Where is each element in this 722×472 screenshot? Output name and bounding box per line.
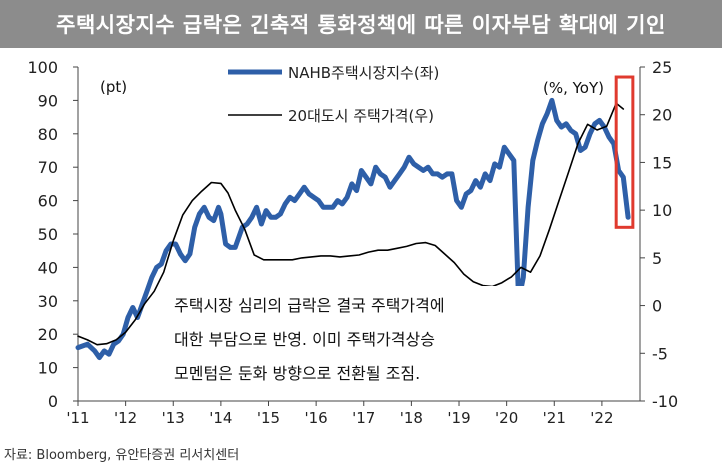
right-axis-unit: (%, YoY) xyxy=(543,79,604,97)
chart-title: 주택시장지수 급락은 긴축적 통화정책에 따른 이자부담 확대에 기인 xyxy=(0,0,722,48)
x-tick-label: '18 xyxy=(400,409,423,427)
series-line-price xyxy=(77,102,625,346)
x-tick-label: '16 xyxy=(305,409,328,427)
legend: NAHB주택시장지수(좌) 20대도시 주택가격(우) xyxy=(228,64,439,125)
x-tick-label: '20 xyxy=(495,409,518,427)
left-tick-label: 90 xyxy=(38,91,58,110)
left-tick-label: 30 xyxy=(38,292,58,311)
right-tick-label: 5 xyxy=(652,249,662,268)
left-tick-label: 100 xyxy=(27,58,58,77)
left-tick-label: 40 xyxy=(38,258,58,277)
right-tick-label: 25 xyxy=(652,58,672,77)
right-tick-label: 10 xyxy=(652,201,672,220)
highlight-box xyxy=(614,75,635,229)
left-tick-label: 10 xyxy=(38,359,58,378)
left-tick-label: 80 xyxy=(38,125,58,144)
x-tick-label: '12 xyxy=(114,409,137,427)
annotation-line: 대한 부담으로 반영. 이미 주택가격상승 xyxy=(174,330,435,349)
x-tick-label: '17 xyxy=(352,409,375,427)
annotation-line: 모멘텀은 둔화 방향으로 전환될 조짐. xyxy=(174,364,420,383)
left-tick-label: 20 xyxy=(38,325,58,344)
right-tick-label: 0 xyxy=(652,297,662,316)
source-note: 자료: Bloomberg, 유안타증권 리서치센터 xyxy=(4,448,240,463)
right-tick-label: -5 xyxy=(652,344,668,363)
left-axis-unit: (pt) xyxy=(100,78,127,96)
annotation-line: 주택시장 심리의 급락은 결국 주택가격에 xyxy=(174,296,445,315)
x-tick-label: '13 xyxy=(162,409,185,427)
left-tick-label: 50 xyxy=(38,225,58,244)
annotation-box xyxy=(160,286,535,398)
axes: 0 10 20 30 40 50 60 70 80 90 100 -10 -5 0 5 10 15 20 25 '11… xyxy=(27,58,678,427)
x-tick-label: '21 xyxy=(543,409,566,427)
left-tick-label: 70 xyxy=(38,158,58,177)
right-tick-label: 15 xyxy=(652,153,672,172)
right-tick-label: 20 xyxy=(652,106,672,125)
x-tick-label: '11 xyxy=(66,409,89,427)
legend-label-nahb: NAHB주택시장지수(좌) xyxy=(288,64,439,82)
chart: 0 10 20 30 40 50 60 70 80 90 100 -10 -5 0 5 10 15 20 25 '11… xyxy=(27,58,678,427)
right-tick-label: -10 xyxy=(652,392,678,411)
x-tick-label: '22 xyxy=(590,409,613,427)
left-tick-label: 60 xyxy=(38,192,58,211)
x-tick-label: '14 xyxy=(209,409,232,427)
legend-label-price: 20대도시 주택가격(우) xyxy=(288,107,434,125)
series-lines xyxy=(75,75,635,361)
x-tick-label: '19 xyxy=(447,409,470,427)
x-tick-label: '15 xyxy=(257,409,280,427)
left-tick-label: 0 xyxy=(48,392,58,411)
